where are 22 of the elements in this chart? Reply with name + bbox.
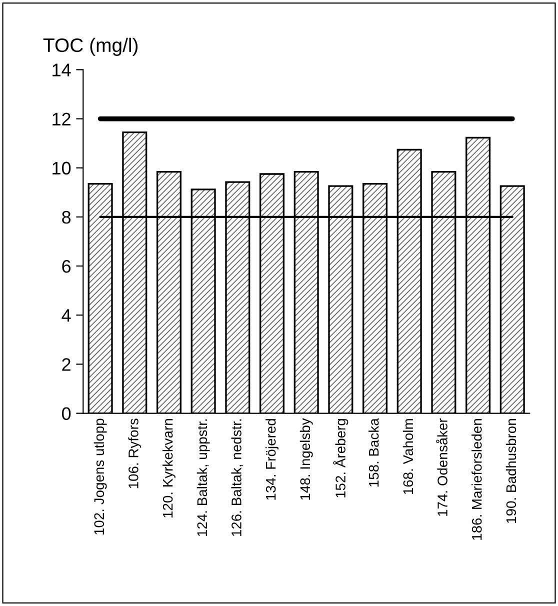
x-tick-label: 174. Odensåker	[436, 418, 448, 516]
x-tick-label: 186. Marieforsleden	[472, 419, 482, 540]
y-tick-label: 4	[62, 309, 71, 322]
x-tick-label: 190. Badhusbron	[506, 419, 516, 523]
x-tick-label: 168. Vaholm	[402, 419, 414, 494]
x-tick-label: 102. Jogens utlopp	[94, 418, 107, 534]
x-tick-label: 124. Baltak, uppstr.	[196, 419, 210, 536]
y-axis-title: TOC (mg/l)	[43, 38, 138, 56]
y-tick-label: 6	[62, 260, 71, 273]
y-tick-label: 10	[52, 162, 71, 175]
y-tick-label: 14	[52, 64, 71, 76]
y-tick-label: 12	[52, 112, 70, 126]
x-tick-label: 126. Baltak, nedstr.	[231, 419, 244, 536]
x-tick-label: 152. Åreberg	[333, 419, 348, 498]
x-tick-label: 106. Ryfors	[128, 418, 142, 488]
y-tick-label: 8	[62, 210, 71, 224]
y-tick-label: 0	[62, 407, 71, 420]
y-tick-label: 2	[62, 358, 70, 371]
x-tick-label: 120. Kyrkekvarn	[162, 419, 176, 518]
x-tick-label: 158. Backa	[368, 418, 379, 487]
x-tick-label: 148. Ingelsby	[300, 418, 313, 500]
x-tick-label: 134. Fröjered	[266, 419, 278, 500]
